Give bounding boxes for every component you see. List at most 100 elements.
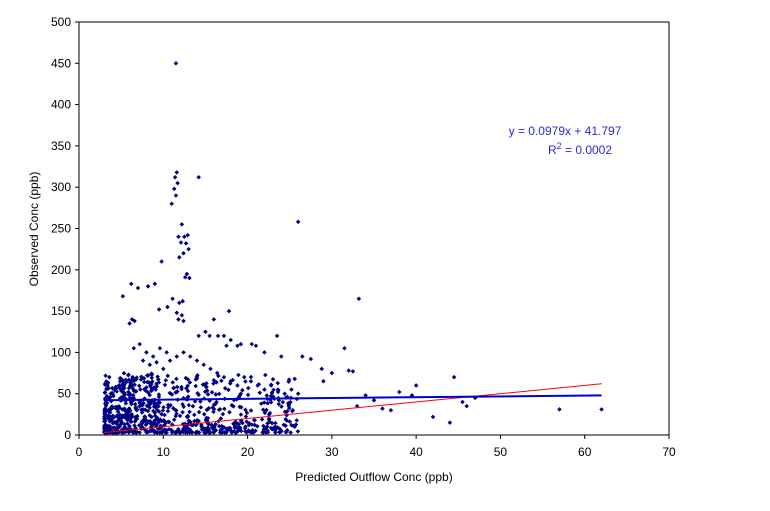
scatter-point [228, 381, 233, 386]
scatter-point [194, 358, 200, 363]
scatter-point [295, 391, 301, 396]
scatter-point [259, 417, 265, 422]
x-tick-label: 60 [578, 445, 592, 459]
scatter-point [126, 406, 132, 411]
scatter-point [132, 382, 137, 388]
scatter-point [187, 275, 192, 281]
scatter-point [210, 423, 215, 429]
scatter-point [269, 420, 275, 426]
scatter-point [380, 406, 385, 411]
scatter-point [220, 411, 226, 417]
scatter-point [260, 407, 266, 412]
scatter-point [216, 391, 222, 397]
scatter-point [114, 419, 120, 425]
scatter-point [274, 333, 280, 339]
scatter-point [145, 284, 151, 289]
scatter-point [166, 405, 171, 410]
scatter-point [451, 374, 457, 380]
scatter-point [222, 406, 227, 412]
scatter-point [170, 296, 175, 301]
scatter-point [280, 399, 286, 405]
scatter-point [165, 304, 170, 310]
scatter-point [262, 350, 267, 355]
scatter-point [201, 411, 207, 417]
scatter-point [160, 408, 166, 413]
y-tick-label: 150 [51, 304, 71, 318]
scatter-point [265, 421, 270, 426]
scatter-point [173, 61, 179, 66]
scatter-point [300, 354, 305, 359]
scatter-point [185, 377, 191, 382]
scatter-point [460, 399, 465, 405]
scatter-point [177, 255, 182, 260]
scatter-point [264, 393, 270, 398]
scatter-point [193, 377, 199, 382]
scatter-point [194, 429, 200, 435]
scatter-point [115, 414, 120, 420]
scatter-point [186, 402, 192, 408]
x-axis-ticks: 0 10 20 30 40 50 60 70 [76, 435, 676, 459]
scatter-point [319, 366, 325, 372]
scatter-point [132, 318, 137, 324]
y-tick-label: 400 [51, 98, 71, 112]
scatter-point [321, 379, 326, 384]
scatter-point [137, 341, 142, 347]
scatter-point [142, 415, 148, 420]
scatter-point [125, 414, 131, 419]
scatter-point [282, 391, 287, 396]
scatter-point [308, 356, 314, 362]
scatter-point [169, 427, 174, 433]
scatter-point [346, 368, 351, 373]
scatter-point [287, 405, 292, 411]
scatter-point [133, 406, 139, 411]
scatter-point [127, 321, 132, 326]
scatter-point [132, 401, 138, 407]
scatter-point [211, 430, 217, 435]
scatter-point [240, 387, 245, 393]
scatter-point [156, 420, 161, 425]
scatter-point [196, 333, 201, 339]
scatter-point [256, 382, 262, 387]
scatter-point [125, 417, 130, 422]
scatter-point [171, 385, 177, 391]
scatter-point [350, 369, 356, 374]
scatter-point [150, 354, 156, 359]
scatter-point [128, 383, 133, 388]
scatter-point [198, 405, 204, 410]
scatter-point [294, 418, 299, 423]
scatter-point [236, 372, 241, 378]
scatter-point [145, 390, 151, 395]
scatter-point [152, 281, 158, 287]
scatter-point [273, 430, 278, 435]
scatter-point [289, 387, 294, 392]
scatter-point [259, 401, 264, 406]
scatter-point [202, 389, 208, 394]
scatter-point [201, 362, 207, 368]
scatter-point [430, 414, 436, 420]
y-axis-ticks: 0 50 100 150 200 250 300 350 400 450 500 [51, 15, 79, 442]
y-tick-label: 300 [51, 180, 71, 194]
scatter-point [218, 427, 223, 433]
scatter-point [207, 429, 213, 435]
x-tick-label: 20 [241, 445, 255, 459]
scatter-point [224, 343, 229, 349]
scatter-point [216, 407, 222, 413]
scatter-point [154, 360, 159, 365]
scatter-point [249, 341, 255, 347]
y-tick-label: 0 [64, 428, 71, 442]
scatter-point [115, 404, 120, 410]
scatter-point [203, 329, 208, 335]
scatter-point [252, 422, 257, 428]
scatter-point [133, 430, 139, 435]
x-tick-label: 40 [409, 445, 423, 459]
scatter-point [168, 402, 173, 408]
scatter-point [174, 376, 179, 382]
scatter-point [266, 416, 272, 421]
scatter-point [125, 421, 130, 426]
scatter-point [275, 380, 281, 386]
scatter-point [342, 346, 347, 351]
scatter-point [599, 407, 604, 412]
scatter-point [145, 408, 151, 414]
scatter-point [211, 317, 217, 322]
